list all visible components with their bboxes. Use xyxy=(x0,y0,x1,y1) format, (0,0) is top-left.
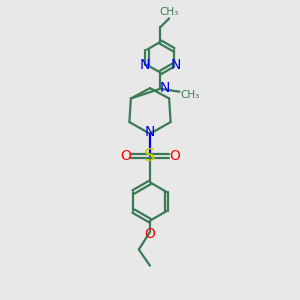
Text: N: N xyxy=(159,81,170,94)
Text: O: O xyxy=(145,226,155,241)
Text: N: N xyxy=(140,58,151,72)
Text: O: O xyxy=(169,149,180,163)
Text: N: N xyxy=(170,58,181,72)
Text: N: N xyxy=(145,125,155,139)
Text: CH₃: CH₃ xyxy=(160,7,179,17)
Text: S: S xyxy=(144,147,156,165)
Text: CH₃: CH₃ xyxy=(180,90,200,100)
Text: O: O xyxy=(120,149,131,163)
